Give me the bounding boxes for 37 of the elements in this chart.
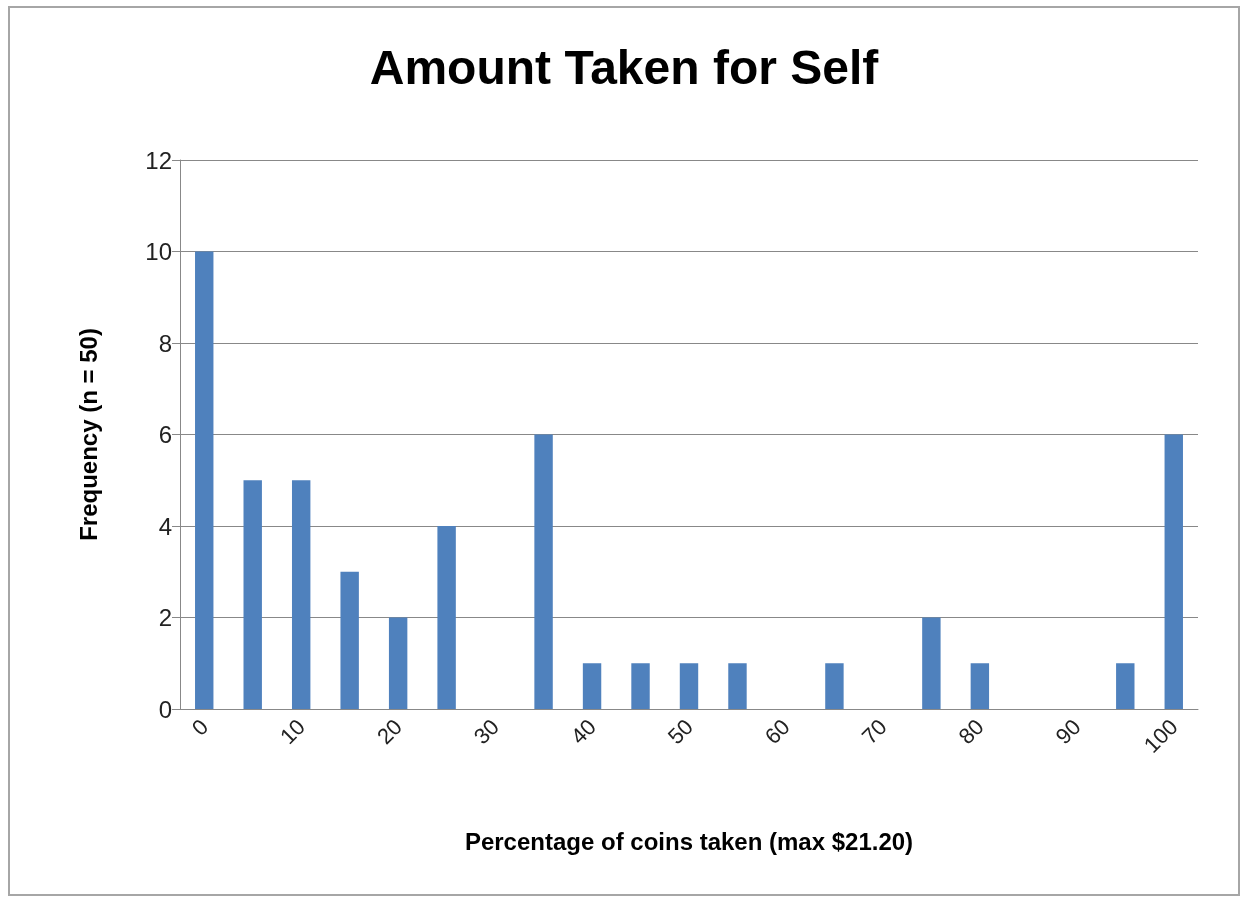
bar bbox=[582, 663, 602, 709]
bar bbox=[631, 663, 650, 709]
y-axis-title: Frequency (n = 50) bbox=[74, 328, 102, 541]
bar bbox=[922, 617, 941, 709]
y-tick-label: 12 bbox=[145, 146, 172, 174]
y-tick-label: 6 bbox=[158, 421, 172, 448]
y-tick-label: 8 bbox=[158, 329, 172, 357]
bar bbox=[728, 663, 747, 709]
chart-title: Amount Taken for Self bbox=[369, 40, 880, 94]
x-axis-title: Percentage of coins taken (max $21.20) bbox=[464, 827, 914, 855]
x-tick-label: 30 bbox=[468, 714, 504, 750]
x-tick-label: 20 bbox=[372, 714, 407, 750]
bar bbox=[243, 480, 262, 709]
bar bbox=[437, 526, 456, 709]
bar bbox=[970, 663, 990, 709]
y-tick-label: 4 bbox=[158, 512, 172, 540]
bar bbox=[195, 251, 214, 709]
x-tick-label: 90 bbox=[1050, 714, 1086, 750]
x-tick-label: 0 bbox=[186, 714, 214, 741]
bar bbox=[1164, 434, 1183, 709]
x-tick-label: 60 bbox=[759, 714, 795, 750]
x-tick-label: 80 bbox=[953, 714, 989, 750]
bar bbox=[340, 571, 359, 709]
bar bbox=[1116, 663, 1135, 709]
x-tick-label: 50 bbox=[662, 714, 698, 750]
y-tick-label: 0 bbox=[158, 695, 172, 723]
bar bbox=[825, 663, 844, 709]
y-tick-label: 10 bbox=[145, 238, 172, 265]
x-tick-label: 10 bbox=[275, 714, 311, 750]
bar bbox=[388, 617, 408, 709]
x-tick-label: 40 bbox=[565, 714, 601, 750]
bar bbox=[534, 434, 553, 709]
y-tick-label: 2 bbox=[158, 604, 172, 631]
x-tick-label: 70 bbox=[856, 714, 892, 750]
x-tick-label: 100 bbox=[1138, 714, 1183, 758]
bar bbox=[291, 480, 311, 709]
bar bbox=[679, 663, 699, 709]
